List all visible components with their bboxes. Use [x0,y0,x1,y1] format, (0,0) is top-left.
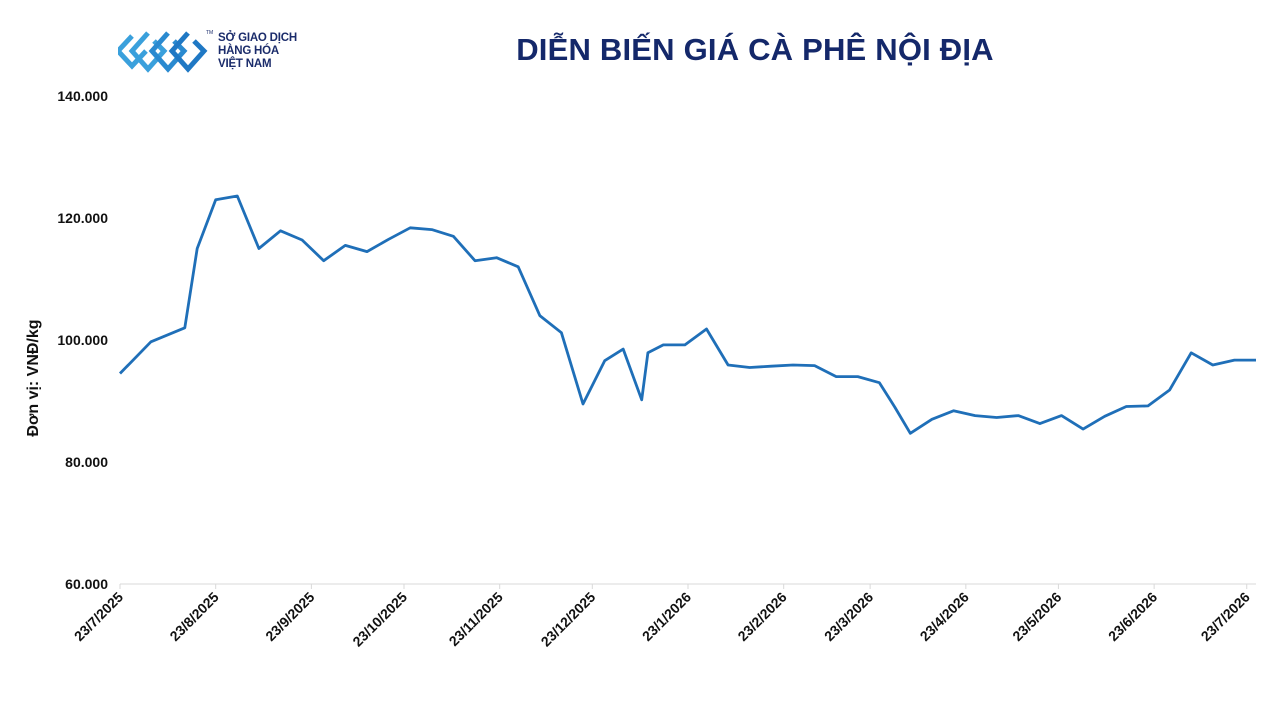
logo-chevron-2 [128,31,168,73]
x-tick-label: 23/5/2026 [1009,589,1065,645]
x-tick-label: 23/2/2026 [734,589,790,645]
x-tick-label: 23/6/2026 [1105,589,1161,645]
chart-title: DIỄN BIẾN GIÁ CÀ PHÊ NỘI ĐỊA [516,32,994,67]
brand-logo: TM SỞ GIAO DỊCH HÀNG HÓA VIỆT NAM [118,28,318,76]
header: TM SỞ GIAO DỊCH HÀNG HÓA VIỆT NAM DIỄN B… [0,0,1280,90]
brand-line-2: HÀNG HÓA [218,45,280,57]
brand-line-1: SỞ GIAO DỊCH [218,32,297,44]
series-group [118,194,1256,435]
logo-chevron-4 [168,31,208,73]
x-tick-label: 23/7/2026 [1197,589,1253,645]
x-tick-label: 23/11/2025 [446,589,506,649]
brand-logo-mark [118,31,208,73]
x-tick-label: 23/1/2026 [639,589,695,645]
x-tick-label: 23/7/2025 [71,589,127,645]
x-tick-labels: 23/7/2025 23/8/2025 23/9/2025 23/10/2025 23/… [71,584,1253,650]
y-tick-label: 140.000 [57,88,108,104]
y-axis-label: Đơn vị: VNĐ/kg [25,319,42,436]
x-tick-label: 23/3/2026 [821,589,877,645]
x-tick-label: 23/4/2026 [917,589,973,645]
y-tick-labels: 60.000 80.000 100.000 120.000 140.000 [57,88,108,592]
y-tick-label: 100.000 [57,332,108,348]
y-tick-label: 120.000 [57,210,108,226]
logo-chevron-3 [148,31,188,73]
brand-line-3: VIỆT NAM [218,58,272,70]
y-tick-label: 60.000 [65,576,108,592]
x-tick-label: 23/9/2025 [262,589,318,645]
price-series-line [118,194,1256,435]
x-tick-label: 23/8/2025 [166,589,222,645]
trademark-mark: TM [206,30,214,36]
x-tick-label: 23/10/2025 [349,589,410,650]
brand-name: SỞ GIAO DỊCH HÀNG HÓA VIỆT NAM [218,32,297,71]
x-tick-label: 23/12/2025 [538,589,599,650]
y-tick-label: 80.000 [65,454,108,470]
